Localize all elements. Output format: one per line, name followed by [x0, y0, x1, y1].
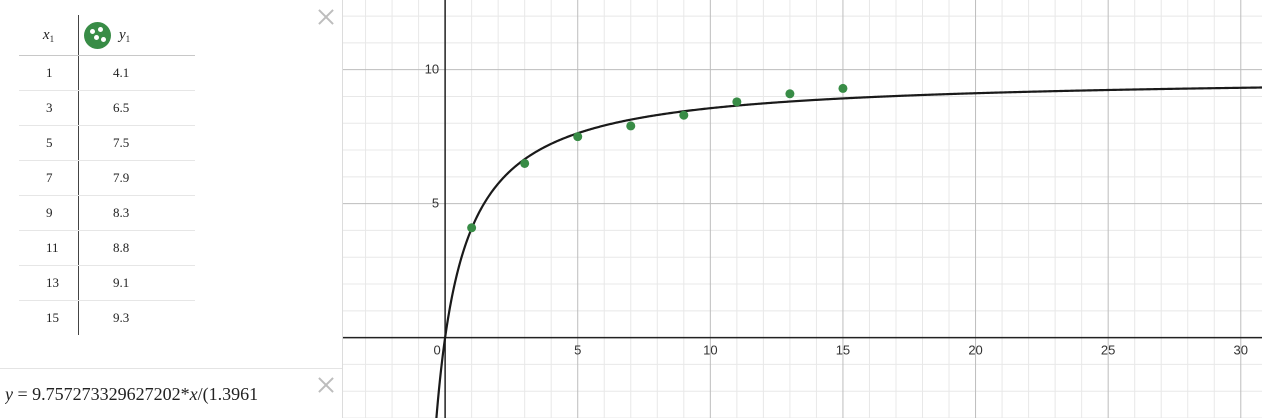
x-tick-label: 20 — [968, 343, 982, 358]
data-point — [573, 132, 583, 142]
fitted-curve — [435, 86, 1262, 418]
x-tick-label: 25 — [1101, 343, 1115, 358]
data-table: x1 y1 1 4.1 3 6.5 5 7.5 7 7.9 9 8.3 11 8.8 13 9… — [19, 15, 195, 335]
y-header-label: y — [119, 26, 126, 43]
axes — [343, 0, 1262, 418]
table-row: 15 9.3 — [19, 300, 195, 335]
data-point — [838, 83, 848, 93]
x-cell[interactable]: 13 — [19, 265, 79, 301]
table-header-row: x1 y1 — [19, 15, 195, 56]
x-header-subscript: 1 — [49, 33, 55, 44]
data-point — [679, 110, 689, 120]
x-cell[interactable]: 15 — [46, 310, 59, 325]
table-row: 11 8.8 — [19, 230, 195, 266]
expression-body-prefix: 9.757273329627202* — [32, 384, 190, 404]
expression-list: x1 y1 1 4.1 3 6.5 5 7.5 7 7.9 9 8.3 11 8.8 13 9… — [0, 0, 343, 418]
y-column-header[interactable]: y1 — [78, 15, 195, 56]
delete-table-icon[interactable] — [315, 6, 337, 28]
expression-input[interactable]: y = 9.757273329627202*x/(1.3961 — [5, 384, 305, 405]
table-row: 13 9.1 — [19, 265, 195, 301]
expression-variable: x — [189, 384, 198, 404]
delete-expression-icon[interactable] — [315, 374, 337, 396]
data-points — [467, 83, 848, 233]
tick-labels: 0 5 10 15 20 25 30 5 10 — [425, 62, 1248, 358]
y-cell[interactable]: 7.5 — [78, 125, 195, 161]
y-header-subscript: 1 — [125, 33, 131, 44]
x-cell[interactable]: 5 — [19, 125, 79, 161]
fitted-curve-path — [435, 86, 1262, 418]
expression-row[interactable]: y = 9.757273329627202*x/(1.3961 — [0, 368, 342, 418]
x-cell[interactable]: 1 — [19, 55, 79, 91]
table-row: 7 7.9 — [19, 160, 195, 196]
graph-paper[interactable]: 0 5 10 15 20 25 30 5 10 — [343, 0, 1262, 418]
points-style-icon[interactable] — [84, 21, 111, 49]
table-row: 9 8.3 — [19, 195, 195, 231]
y-cell[interactable]: 8.3 — [78, 195, 195, 231]
y-cell[interactable]: 9.3 — [78, 300, 195, 335]
x-tick-label: 30 — [1234, 343, 1248, 358]
y-cell[interactable]: 8.8 — [78, 230, 195, 266]
table-row: 1 4.1 — [19, 55, 195, 91]
data-point — [785, 89, 795, 99]
graph-canvas[interactable]: 0 5 10 15 20 25 30 5 10 — [343, 0, 1262, 418]
data-point — [732, 97, 742, 107]
x-tick-label: 5 — [574, 343, 581, 358]
table-row: 5 7.5 — [19, 125, 195, 161]
y-cell[interactable]: 9.1 — [78, 265, 195, 301]
y-cell[interactable]: 4.1 — [78, 55, 195, 91]
expression-equals: = — [13, 384, 33, 404]
data-point — [520, 158, 530, 168]
expression-body-suffix: /(1.3961 — [197, 384, 259, 404]
y-cell[interactable]: 7.9 — [78, 160, 195, 196]
x-tick-label: 15 — [836, 343, 850, 358]
expression-lhs: y — [5, 384, 13, 404]
data-point — [626, 121, 636, 131]
x-cell[interactable]: 3 — [19, 90, 79, 126]
x-cell[interactable]: 7 — [19, 160, 79, 196]
x-tick-label: 10 — [703, 343, 717, 358]
table-row: 3 6.5 — [19, 90, 195, 126]
x-cell[interactable]: 9 — [19, 195, 79, 231]
y-tick-label: 10 — [425, 62, 439, 77]
x-tick-label: 0 — [433, 343, 440, 358]
y-tick-label: 5 — [432, 196, 439, 211]
y-cell[interactable]: 6.5 — [78, 90, 195, 126]
x-cell[interactable]: 11 — [19, 230, 79, 266]
x-header-label: x — [42, 26, 50, 43]
data-point — [467, 223, 477, 233]
x-column-header[interactable]: x1 — [19, 15, 79, 56]
